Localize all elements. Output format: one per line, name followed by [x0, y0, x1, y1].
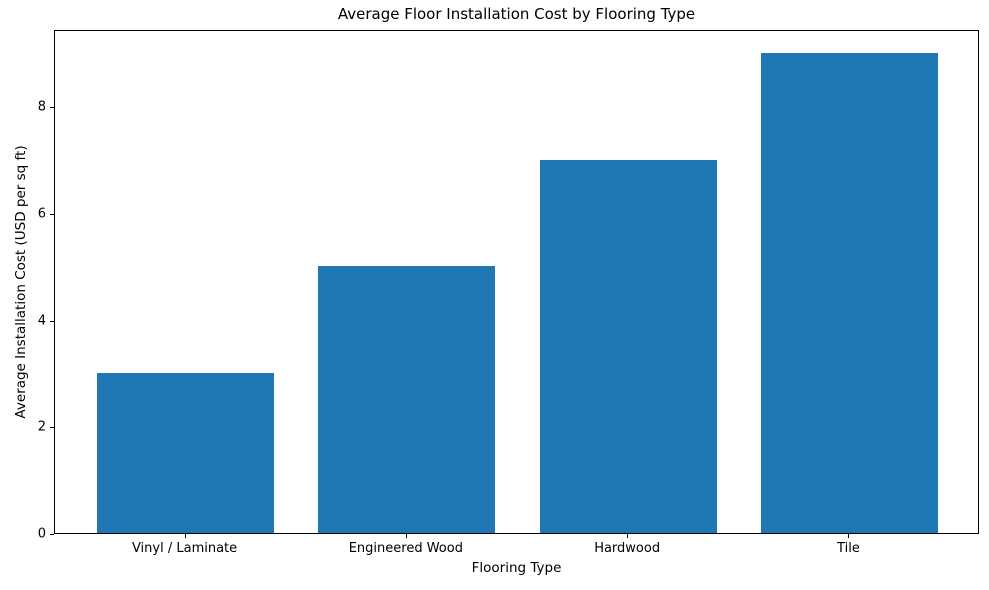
y-tick-mark [50, 534, 54, 535]
bar-vinyl-laminate [97, 373, 275, 533]
plot-area [54, 30, 979, 534]
x-tick-mark [405, 534, 407, 538]
y-tick-mark [50, 427, 54, 429]
bar-engineered-wood [318, 266, 496, 533]
bar-hardwood [539, 159, 717, 533]
y-tick-mark [50, 214, 54, 215]
x-axis-label: Flooring Type [471, 560, 562, 576]
bar-tile [760, 53, 938, 533]
x-tick-mark [848, 534, 850, 538]
x-tick-label: Vinyl / Laminate [131, 541, 238, 556]
chart-title: Average Floor Installation Cost by Floor… [337, 5, 696, 23]
y-tick-label: 8 [37, 99, 46, 115]
x-tick-mark [184, 534, 186, 538]
y-tick-label: 0 [37, 526, 46, 542]
x-tick-label: Tile [837, 541, 860, 556]
y-tick-label: 2 [37, 419, 46, 435]
y-tick-mark [50, 107, 54, 109]
x-tick-label: Engineered Wood [348, 541, 463, 556]
y-tick-label: 4 [37, 313, 46, 329]
x-tick-mark [627, 534, 629, 538]
y-tick-mark [50, 320, 54, 322]
x-tick-label: Hardwood [594, 541, 661, 556]
y-tick-label: 6 [37, 206, 46, 222]
